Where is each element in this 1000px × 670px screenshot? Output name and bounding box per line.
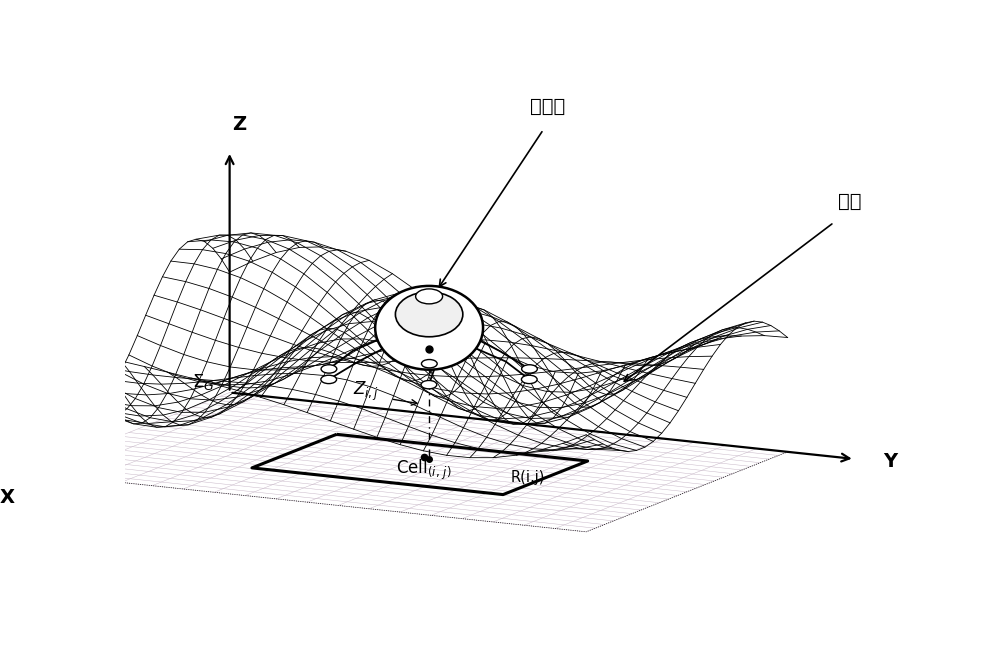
Ellipse shape <box>522 364 537 373</box>
Ellipse shape <box>395 292 463 337</box>
Text: $\Sigma_G$: $\Sigma_G$ <box>192 372 214 392</box>
Ellipse shape <box>521 375 537 384</box>
Ellipse shape <box>321 364 337 373</box>
Ellipse shape <box>421 381 437 389</box>
Text: $Z_{i,j}$: $Z_{i,j}$ <box>353 379 379 403</box>
Text: 地形: 地形 <box>838 192 861 211</box>
Text: X: X <box>0 488 15 507</box>
Text: Cell$_{(i,\,j)}$: Cell$_{(i,\,j)}$ <box>396 458 451 482</box>
Text: Z: Z <box>232 115 246 133</box>
Ellipse shape <box>321 375 337 384</box>
Ellipse shape <box>375 286 483 370</box>
Ellipse shape <box>421 360 437 368</box>
Ellipse shape <box>416 289 443 304</box>
Text: R(i,j): R(i,j) <box>511 470 545 485</box>
Text: 机器人: 机器人 <box>530 96 565 116</box>
Text: Y: Y <box>883 452 897 471</box>
